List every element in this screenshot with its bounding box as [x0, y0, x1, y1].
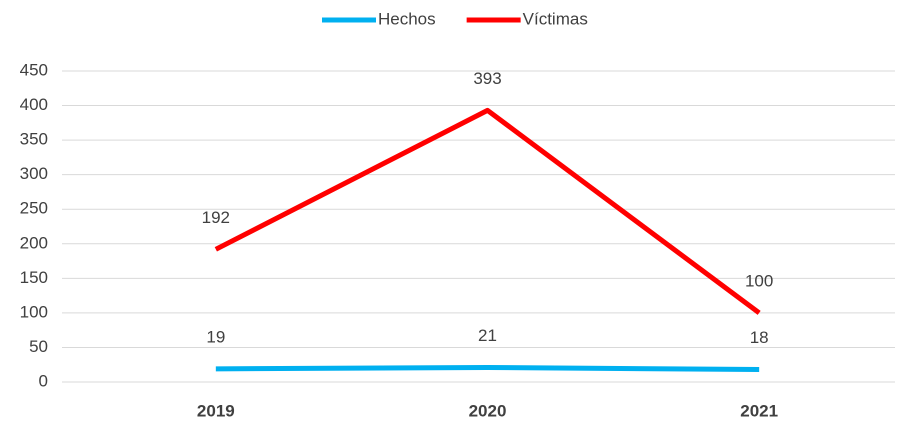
- y-tick-label: 300: [20, 164, 48, 183]
- y-tick-label: 450: [20, 60, 48, 79]
- data-label: 192: [202, 208, 230, 227]
- y-tick-label: 150: [20, 268, 48, 287]
- x-tick-label: 2020: [469, 401, 507, 420]
- y-tick-label: 100: [20, 302, 48, 321]
- y-tick-label: 350: [20, 130, 48, 149]
- legend-label: Víctimas: [523, 9, 588, 28]
- y-tick-label: 250: [20, 199, 48, 218]
- x-tick-label: 2021: [740, 401, 778, 420]
- legend-label: Hechos: [378, 9, 436, 28]
- data-label: 393: [473, 69, 501, 88]
- y-tick-label: 200: [20, 233, 48, 252]
- line: [214, 107, 761, 315]
- y-tick-label: 50: [29, 337, 48, 356]
- line: [215, 364, 760, 373]
- y-tick-label: 0: [39, 371, 48, 390]
- data-label: 18: [750, 328, 769, 347]
- y-tick-label: 400: [20, 95, 48, 114]
- x-tick-label: 2019: [197, 401, 235, 420]
- data-label: 19: [206, 327, 225, 346]
- data-label: 100: [745, 271, 773, 290]
- data-label: 21: [478, 326, 497, 345]
